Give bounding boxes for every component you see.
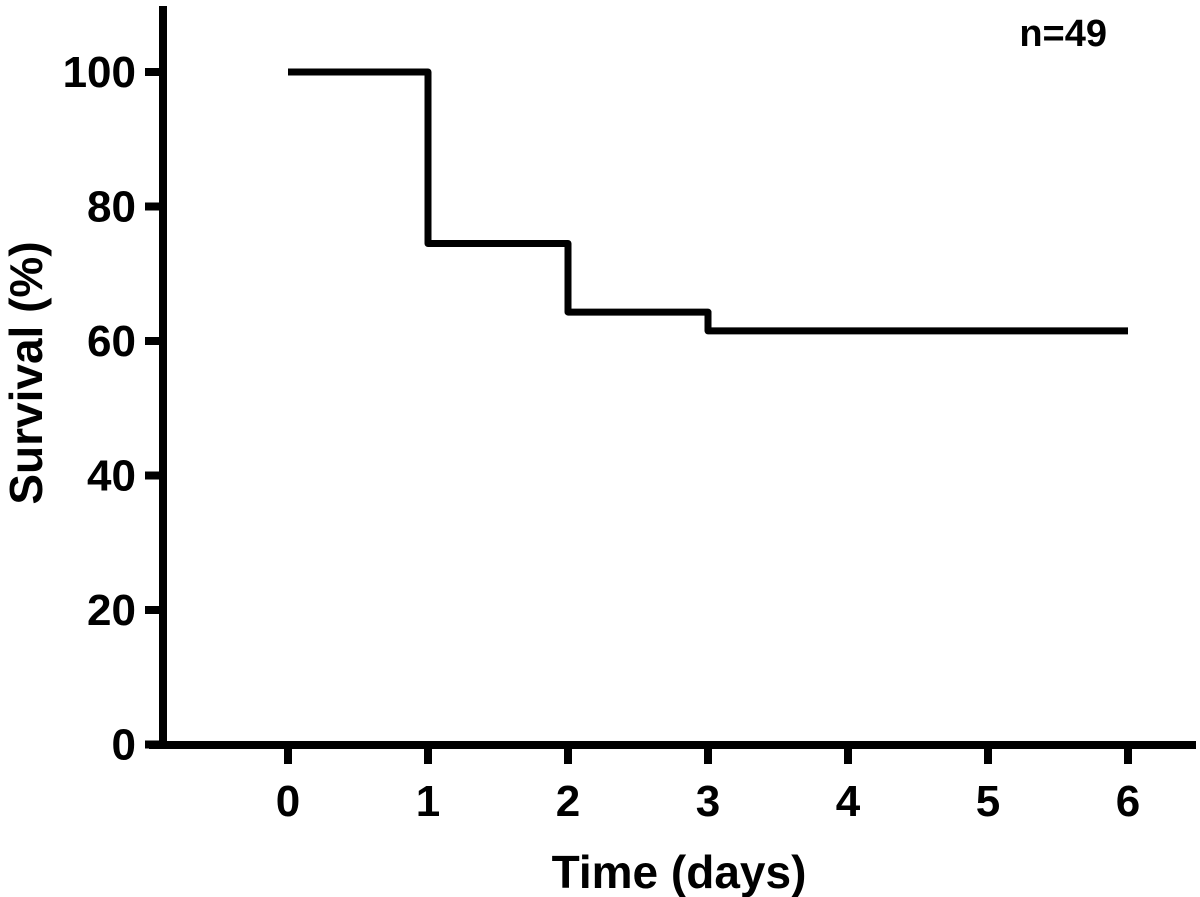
x-axis-ticks: [284, 745, 1132, 764]
x-tick-label: 5: [976, 777, 1000, 826]
y-axis-title: Survival (%): [0, 241, 52, 504]
y-tick-label: 80: [87, 183, 136, 232]
y-axis-tick-labels: 0 20 40 60 80 100: [63, 48, 136, 770]
survival-curve: [288, 68, 1128, 335]
x-tick-label: 2: [556, 777, 580, 826]
x-axis-tick-labels: 0 1 2 3 4 5 6: [276, 777, 1140, 826]
x-tick-label: 3: [696, 777, 720, 826]
y-tick-label: 100: [63, 48, 136, 97]
x-tick-label: 1: [416, 777, 440, 826]
x-tick-label: 0: [276, 777, 300, 826]
x-tick-label: 6: [1116, 777, 1140, 826]
x-axis-title: Time (days): [552, 846, 807, 897]
y-axis-ticks: [145, 68, 163, 749]
x-tick-label: 4: [836, 777, 861, 826]
y-tick-label: 0: [112, 721, 136, 770]
y-tick-label: 20: [87, 586, 136, 635]
y-tick-label: 40: [87, 452, 136, 501]
n-annotation: n=49: [1019, 13, 1107, 55]
y-tick-label: 60: [87, 317, 136, 366]
